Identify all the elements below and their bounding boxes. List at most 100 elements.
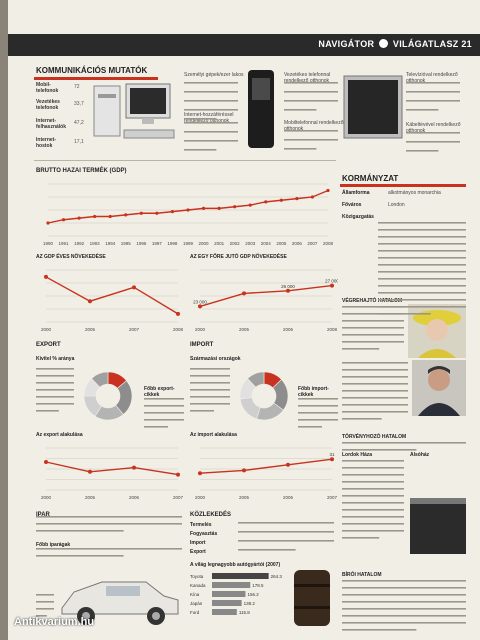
- bar-value: 264.3: [271, 574, 282, 579]
- text-line: [298, 419, 338, 421]
- text-line: [342, 334, 404, 336]
- oil-barrel-icon: [294, 570, 330, 626]
- text-line: [342, 348, 380, 350]
- x-tick-label: 2001: [214, 241, 225, 246]
- television-icon: [343, 75, 403, 139]
- kozl-row-2: Import: [190, 540, 206, 546]
- data-point: [61, 218, 66, 222]
- kom-rule: [34, 77, 158, 80]
- text-line: [238, 531, 334, 533]
- x-tick-label: 2008: [323, 241, 334, 246]
- x-tick-label: 1997: [152, 241, 163, 246]
- series-line: [45, 461, 179, 476]
- data-point: [108, 214, 112, 219]
- korm-row-1: Főváros: [342, 202, 362, 208]
- x-tick-label: 1994: [105, 241, 116, 246]
- korm-rule: [340, 184, 466, 187]
- data-point: [77, 216, 81, 220]
- bar-label: Kína: [190, 592, 200, 597]
- x-tick-label: 2006: [292, 241, 303, 246]
- bar-label: Kanada: [190, 583, 206, 588]
- text-line: [36, 410, 59, 412]
- text-line: [190, 389, 230, 391]
- parliament-seats-chart: [410, 498, 466, 554]
- text-line: [406, 91, 460, 93]
- nav-left-label: NAVIGÁTOR: [318, 39, 375, 49]
- text-line: [342, 327, 404, 329]
- text-line: [298, 412, 338, 414]
- korm-title: KORMÁNYZAT: [342, 174, 399, 183]
- x-tick-label: 1998: [167, 241, 178, 246]
- text-line: [144, 412, 184, 414]
- data-point: [139, 211, 143, 215]
- data-point: [242, 468, 246, 473]
- text-line: [342, 320, 404, 322]
- text-line: [36, 368, 74, 370]
- export-pie-label: Kivitel % aránya: [36, 356, 75, 362]
- top-bar: NAVIGÁTOR VILÁGATLASZ 21: [8, 34, 480, 56]
- text-line: [184, 131, 238, 133]
- text-line: [342, 306, 404, 308]
- text-line: [342, 376, 408, 378]
- text-line: [190, 396, 230, 398]
- text-line: [184, 149, 217, 151]
- bar-value: 178.5: [252, 583, 264, 588]
- ipar-label: Főbb iparágak: [36, 542, 71, 548]
- data-point: [310, 195, 315, 199]
- x-tick-label: 2003: [245, 241, 256, 246]
- x-tick-label: 2005: [239, 495, 250, 500]
- text-line: [342, 442, 466, 444]
- x-tick-label: 2008: [173, 327, 184, 332]
- import-pie-label: Származási országok: [190, 356, 241, 362]
- text-line: [190, 382, 230, 384]
- cars-title: A világ legnagyobb autógyártói (2007): [190, 562, 281, 568]
- x-tick-label: 2008: [327, 327, 338, 332]
- x-tick-label: 1999: [183, 241, 194, 246]
- text-line: [406, 132, 460, 134]
- text-line: [184, 109, 238, 111]
- export-pie: [83, 371, 133, 421]
- text-line: [190, 368, 230, 370]
- text-line: [342, 502, 404, 504]
- x-tick-label: 2004: [261, 241, 272, 246]
- text-line: [284, 130, 338, 132]
- data-point: [286, 462, 290, 467]
- text-line: [378, 306, 466, 308]
- data-label: 26 000: [281, 284, 295, 289]
- data-point: [326, 188, 330, 193]
- text-line: [378, 285, 466, 287]
- text-line: [378, 299, 466, 301]
- data-point: [201, 206, 206, 210]
- export-title: EXPORT: [36, 342, 61, 348]
- text-line: [342, 460, 404, 462]
- text-line: [342, 341, 404, 343]
- export-trend-label: Az export alakulása: [36, 432, 83, 438]
- text-line: [342, 390, 408, 392]
- bar-label: Toyota: [190, 574, 204, 579]
- data-point: [132, 285, 136, 290]
- x-tick-label: 1990: [43, 241, 54, 246]
- kom-label-1: Vezetékes telefonok: [36, 99, 60, 111]
- bar: [212, 573, 269, 579]
- globe-icon: [379, 39, 389, 48]
- dev-label-4: Televízióval rendelkező otthonok: [406, 72, 458, 84]
- korm-row-2: Közigazgatás: [342, 214, 374, 220]
- text-line: [378, 243, 466, 245]
- series-line: [199, 284, 333, 308]
- kozl-row-3: Export: [190, 549, 206, 555]
- data-point: [176, 311, 180, 316]
- text-line: [36, 530, 124, 532]
- data-point: [44, 274, 48, 279]
- dev-label-0: Személyi gépek/ezer lakos: [184, 72, 244, 78]
- text-line: [342, 530, 404, 532]
- text-line: [342, 404, 408, 406]
- x-tick-label: 2005: [85, 495, 96, 500]
- text-line: [342, 481, 404, 483]
- mobile-phone-icon: [248, 70, 274, 148]
- page-number: 21: [461, 39, 472, 49]
- x-tick-label: 2006: [283, 495, 294, 500]
- navigation-header: NAVIGÁTOR VILÁGATLASZ 21: [318, 39, 472, 49]
- x-tick-label: 2000: [199, 241, 210, 246]
- text-line: [342, 383, 408, 385]
- x-tick-label: 1993: [90, 241, 101, 246]
